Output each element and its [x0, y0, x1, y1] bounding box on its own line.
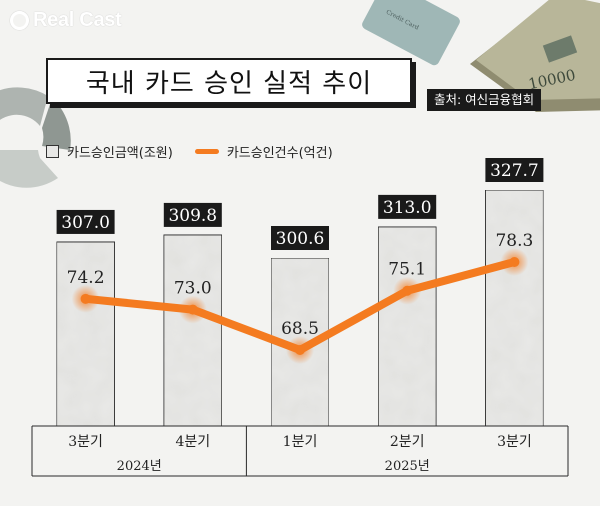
- x-tick-label-4: 3분기: [497, 434, 532, 450]
- legend-bar-label: 카드승인금액(조원): [67, 146, 173, 161]
- brand-name: Real Cast: [33, 9, 122, 31]
- page-title-text: 국내 카드 승인 실적 추이: [85, 68, 373, 99]
- legend-line-swatch: [194, 149, 219, 154]
- line-point-2: [295, 345, 305, 355]
- bar-value-tag-4: [485, 158, 544, 182]
- page-title: 국내 카드 승인 실적 추이: [46, 58, 412, 104]
- x-tick-label-2: 1분기: [283, 434, 318, 450]
- bar-value-label-3: 313.0: [383, 198, 432, 218]
- line-value-label-0: 74.2: [67, 268, 105, 288]
- banknote-stack-decoration-icon: 10000: [470, 0, 600, 112]
- line-point-0: [80, 293, 91, 304]
- bar-value-tag-1: [163, 202, 222, 227]
- line-point-4: [509, 257, 520, 267]
- line-value-label-3: 75.1: [388, 260, 426, 280]
- x-group-label-1: 2025년: [385, 459, 430, 474]
- source-note: 출처: 여신금융협회: [427, 89, 542, 111]
- legend-line-label: 카드승인건수(억건): [226, 146, 333, 161]
- line-value-label-4: 78.3: [495, 231, 533, 251]
- bar-value-tag-0: [56, 209, 115, 234]
- bar-value-label-2: 300.6: [276, 229, 325, 249]
- legend: 카드승인금액(조원) 카드승인건수(억건): [46, 142, 333, 161]
- credit-card-decoration-icon: Credit Card: [362, 0, 460, 66]
- line-value-label-1: 73.0: [174, 279, 212, 299]
- bar-value-tag-3: [378, 194, 437, 219]
- bar-1: [163, 234, 223, 427]
- line-point-1: [187, 304, 198, 315]
- legend-bar-swatch: [46, 145, 59, 158]
- bar-value-label-0: 307.0: [61, 213, 110, 233]
- bar-value-label-1: 309.8: [168, 206, 217, 226]
- x-group-label-0: 2024년: [117, 459, 162, 474]
- bar-value-label-4: 327.7: [490, 161, 539, 181]
- brand-ring-icon: [10, 11, 29, 30]
- line-point-3: [402, 285, 413, 296]
- bar-4: [484, 189, 544, 427]
- x-tick-label-3: 2분기: [390, 434, 425, 450]
- donut-chart-decoration-icon: [0, 87, 71, 188]
- line-value-label-2: 68.5: [281, 319, 319, 339]
- bar-3: [377, 226, 437, 427]
- brand-logo: Real Cast: [10, 9, 122, 32]
- x-tick-label-0: 3분기: [68, 434, 103, 450]
- x-tick-label-1: 4분기: [175, 434, 210, 450]
- bar-value-tag-2: [271, 226, 329, 250]
